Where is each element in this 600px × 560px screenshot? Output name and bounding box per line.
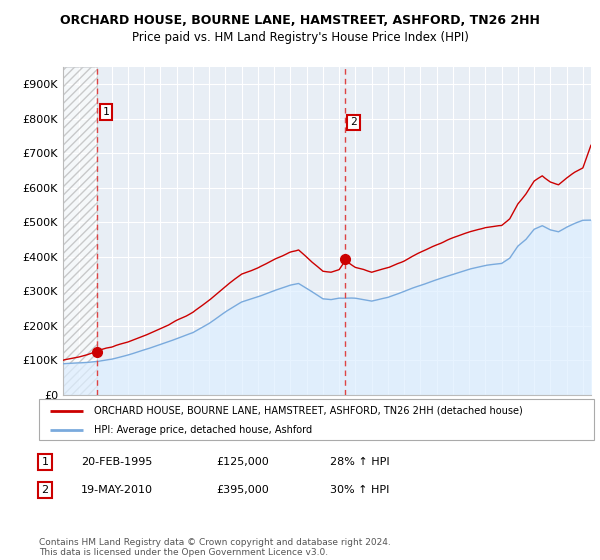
Text: 28% ↑ HPI: 28% ↑ HPI xyxy=(330,457,389,467)
Text: 1: 1 xyxy=(103,107,109,117)
Text: HPI: Average price, detached house, Ashford: HPI: Average price, detached house, Ashf… xyxy=(95,424,313,435)
Text: £395,000: £395,000 xyxy=(216,485,269,495)
FancyBboxPatch shape xyxy=(39,399,594,440)
Bar xyxy=(63,67,97,395)
Text: Price paid vs. HM Land Registry's House Price Index (HPI): Price paid vs. HM Land Registry's House … xyxy=(131,31,469,44)
Text: 2: 2 xyxy=(41,485,49,495)
Text: 2: 2 xyxy=(350,118,357,127)
Text: £125,000: £125,000 xyxy=(216,457,269,467)
Text: 1: 1 xyxy=(41,457,49,467)
Text: 30% ↑ HPI: 30% ↑ HPI xyxy=(330,485,389,495)
Text: Contains HM Land Registry data © Crown copyright and database right 2024.
This d: Contains HM Land Registry data © Crown c… xyxy=(39,538,391,557)
Text: 20-FEB-1995: 20-FEB-1995 xyxy=(81,457,152,467)
Text: ORCHARD HOUSE, BOURNE LANE, HAMSTREET, ASHFORD, TN26 2HH (detached house): ORCHARD HOUSE, BOURNE LANE, HAMSTREET, A… xyxy=(95,405,523,416)
Text: ORCHARD HOUSE, BOURNE LANE, HAMSTREET, ASHFORD, TN26 2HH: ORCHARD HOUSE, BOURNE LANE, HAMSTREET, A… xyxy=(60,14,540,27)
Text: 19-MAY-2010: 19-MAY-2010 xyxy=(81,485,153,495)
